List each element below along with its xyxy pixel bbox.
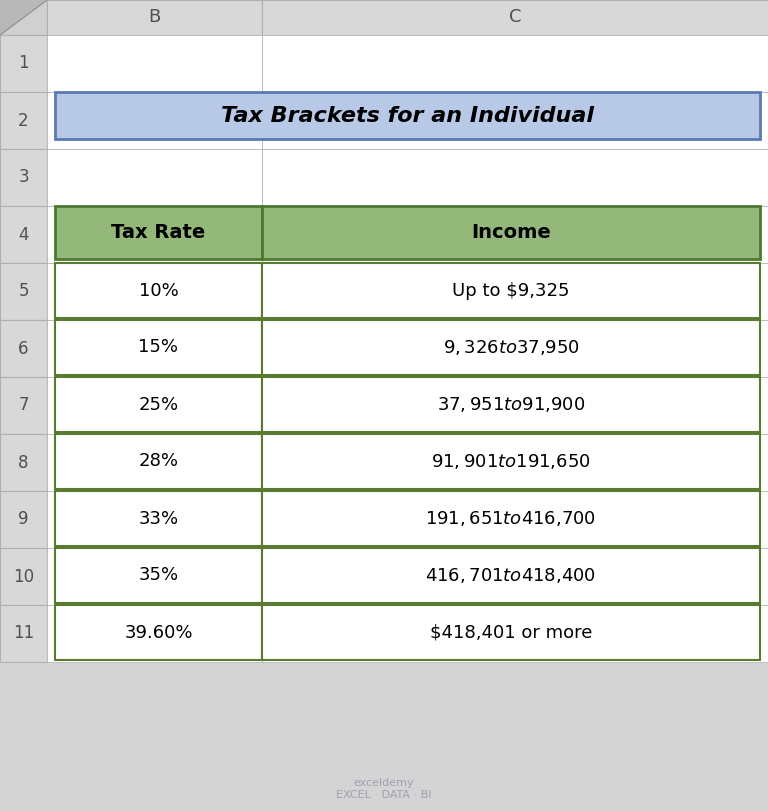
Text: Tax Brackets for an Individual: Tax Brackets for an Individual [221, 105, 594, 126]
Bar [262, 320, 768, 377]
Bar [0, 92, 47, 149]
Bar [262, 548, 760, 603]
Text: $9,326 to $37,950: $9,326 to $37,950 [442, 338, 579, 357]
Bar [262, 377, 760, 432]
Bar [262, 206, 760, 259]
Text: 28%: 28% [138, 453, 178, 470]
Bar [262, 263, 760, 318]
Text: 11: 11 [13, 624, 34, 642]
Bar [47, 605, 262, 662]
Text: 15%: 15% [138, 338, 178, 357]
Bar [0, 263, 47, 320]
Text: 10%: 10% [139, 281, 178, 299]
Bar [0, 605, 47, 662]
Bar [47, 35, 262, 92]
Text: 7: 7 [18, 397, 28, 414]
Bar [55, 377, 262, 432]
Text: Tax Rate: Tax Rate [111, 223, 206, 242]
Bar [262, 491, 768, 548]
Text: exceldemy
EXCEL · DATA · BI: exceldemy EXCEL · DATA · BI [336, 779, 432, 800]
Bar [47, 92, 262, 149]
Bar [262, 605, 760, 660]
Text: 10: 10 [13, 568, 34, 586]
Bar [262, 605, 768, 662]
Bar [262, 434, 760, 489]
Bar [47, 206, 262, 263]
Bar [0, 206, 47, 263]
Bar [47, 548, 262, 605]
Bar [262, 491, 760, 546]
Bar [262, 434, 768, 491]
Bar [0, 377, 47, 434]
Text: 8: 8 [18, 453, 28, 471]
Bar [262, 548, 768, 605]
Bar [0, 491, 47, 548]
Bar [55, 434, 262, 489]
Bar [47, 149, 262, 206]
Bar [262, 263, 768, 320]
Text: Income: Income [471, 223, 551, 242]
Bar [47, 263, 262, 320]
Bar [0, 0, 47, 35]
Bar [0, 320, 47, 377]
Text: 39.60%: 39.60% [124, 624, 193, 642]
Bar [55, 263, 262, 318]
Bar [0, 548, 47, 605]
Bar [262, 0, 768, 35]
Text: $191,651 to $416,700: $191,651 to $416,700 [425, 509, 597, 528]
Bar [55, 206, 262, 259]
Text: $37,951 to $91,900: $37,951 to $91,900 [437, 395, 585, 414]
Text: $91,901 to $191,650: $91,901 to $191,650 [431, 452, 591, 471]
Text: $418,401 or more: $418,401 or more [430, 624, 592, 642]
Bar [262, 206, 768, 263]
Bar [0, 434, 47, 491]
Polygon shape [0, 0, 47, 35]
Text: 9: 9 [18, 510, 28, 529]
Bar [262, 320, 760, 375]
Text: 3: 3 [18, 169, 29, 187]
Text: 25%: 25% [138, 396, 179, 414]
Bar [55, 491, 262, 546]
Text: 5: 5 [18, 282, 28, 301]
Text: 35%: 35% [138, 567, 179, 585]
Text: Up to $9,325: Up to $9,325 [452, 281, 570, 299]
Text: 4: 4 [18, 225, 28, 243]
FancyBboxPatch shape [55, 92, 760, 139]
Text: B: B [148, 8, 161, 27]
Bar [55, 548, 262, 603]
Text: C: C [508, 8, 521, 27]
Text: 1: 1 [18, 54, 29, 72]
Bar [47, 377, 262, 434]
Bar [0, 35, 47, 92]
Bar [47, 491, 262, 548]
Text: 6: 6 [18, 340, 28, 358]
Bar [55, 605, 262, 660]
Bar [0, 149, 47, 206]
Bar [262, 35, 768, 92]
Bar [47, 0, 262, 35]
Bar [47, 434, 262, 491]
Bar [262, 377, 768, 434]
Bar [47, 320, 262, 377]
Bar [262, 149, 768, 206]
Text: $416,701 to $418,400: $416,701 to $418,400 [425, 566, 597, 585]
Bar [55, 320, 262, 375]
Text: 2: 2 [18, 111, 29, 130]
Text: 33%: 33% [138, 509, 179, 527]
Bar [262, 92, 768, 149]
